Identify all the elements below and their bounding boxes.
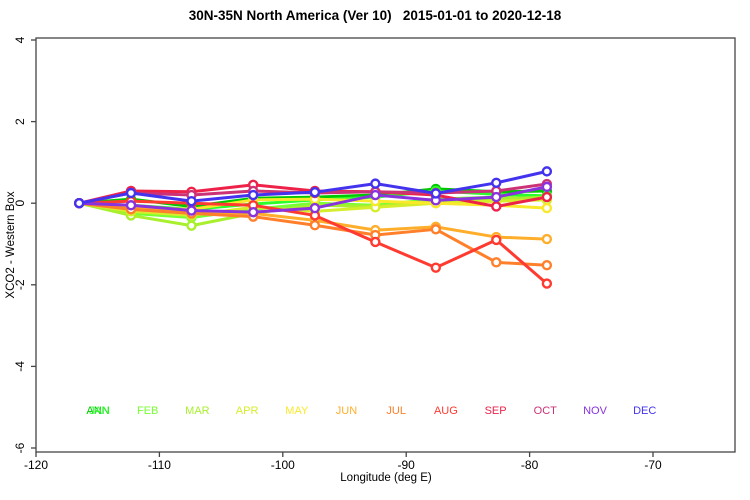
series-marker-dec [541, 166, 553, 177]
series-marker-aug [491, 234, 502, 246]
series-marker-nov [247, 206, 259, 218]
y-tick-label: -6 [13, 442, 27, 453]
x-tick-label: -120 [24, 458, 48, 472]
chart-title: 30N-35N North America (Ver 10) 2015-01-0… [188, 8, 562, 23]
legend-label-jul: JUL [386, 405, 406, 417]
series-marker-jul [309, 220, 321, 231]
series-marker-dec [491, 177, 502, 189]
x-tick-label: -90 [398, 458, 416, 472]
series-marker-dec [370, 178, 381, 189]
legend-label-apr: APR [236, 405, 259, 417]
legend-label-feb: FEB [137, 405, 158, 417]
legend-label-aug: AUG [434, 405, 458, 417]
x-axis-label: Longitude (deg E) [340, 472, 432, 484]
legend-label-jan: JAN [89, 405, 110, 417]
series-marker-aug [541, 278, 553, 289]
series-marker-mar [186, 220, 197, 231]
legend-label-oct: OCT [534, 405, 558, 417]
series-marker-dec [186, 195, 197, 207]
y-tick-label: -4 [13, 361, 27, 372]
series-marker-jul [541, 260, 553, 271]
plot-border [35, 37, 736, 453]
legend-label-nov: NOV [583, 405, 608, 417]
y-axis-label: XCO2 - Western Box [5, 191, 17, 299]
y-tick-label: 4 [13, 36, 27, 43]
legend-label-jun: JUN [336, 405, 357, 417]
legend-label-mar: MAR [185, 405, 210, 417]
series-marker-nov [186, 205, 197, 216]
series-marker-dec [247, 189, 259, 201]
legend-label-dec: DEC [633, 405, 656, 417]
x-tick-label: -100 [271, 458, 295, 472]
series-marker-sep [541, 191, 553, 203]
series-marker-jun [541, 233, 553, 245]
series-marker-jul [430, 224, 442, 235]
series-marker-dec [73, 197, 85, 209]
series-marker-nov [125, 200, 137, 211]
series-marker-nov [491, 191, 502, 203]
x-tick-label: -70 [644, 458, 662, 472]
x-tick-label: -80 [521, 458, 539, 472]
y-tick-label: 0 [13, 200, 27, 207]
series-marker-jul [491, 257, 502, 268]
y-tick-label: -2 [13, 279, 27, 290]
legend-label-ann: ANN [86, 405, 109, 417]
series-marker-aug [370, 236, 381, 248]
series-marker-nov [541, 181, 553, 193]
legend-label-may: MAY [285, 405, 309, 417]
series-marker-nov [309, 202, 321, 214]
series-marker-dec [430, 188, 442, 199]
y-tick-label: 2 [13, 118, 27, 125]
series-marker-may [541, 202, 553, 214]
series-marker-dec [125, 187, 137, 199]
series-marker-aug [430, 262, 442, 273]
series-marker-nov [370, 189, 381, 201]
x-tick-label: -110 [148, 458, 171, 472]
series-marker-dec [309, 186, 321, 198]
legend-label-sep: SEP [485, 405, 507, 417]
series-marker-sep [491, 201, 502, 212]
